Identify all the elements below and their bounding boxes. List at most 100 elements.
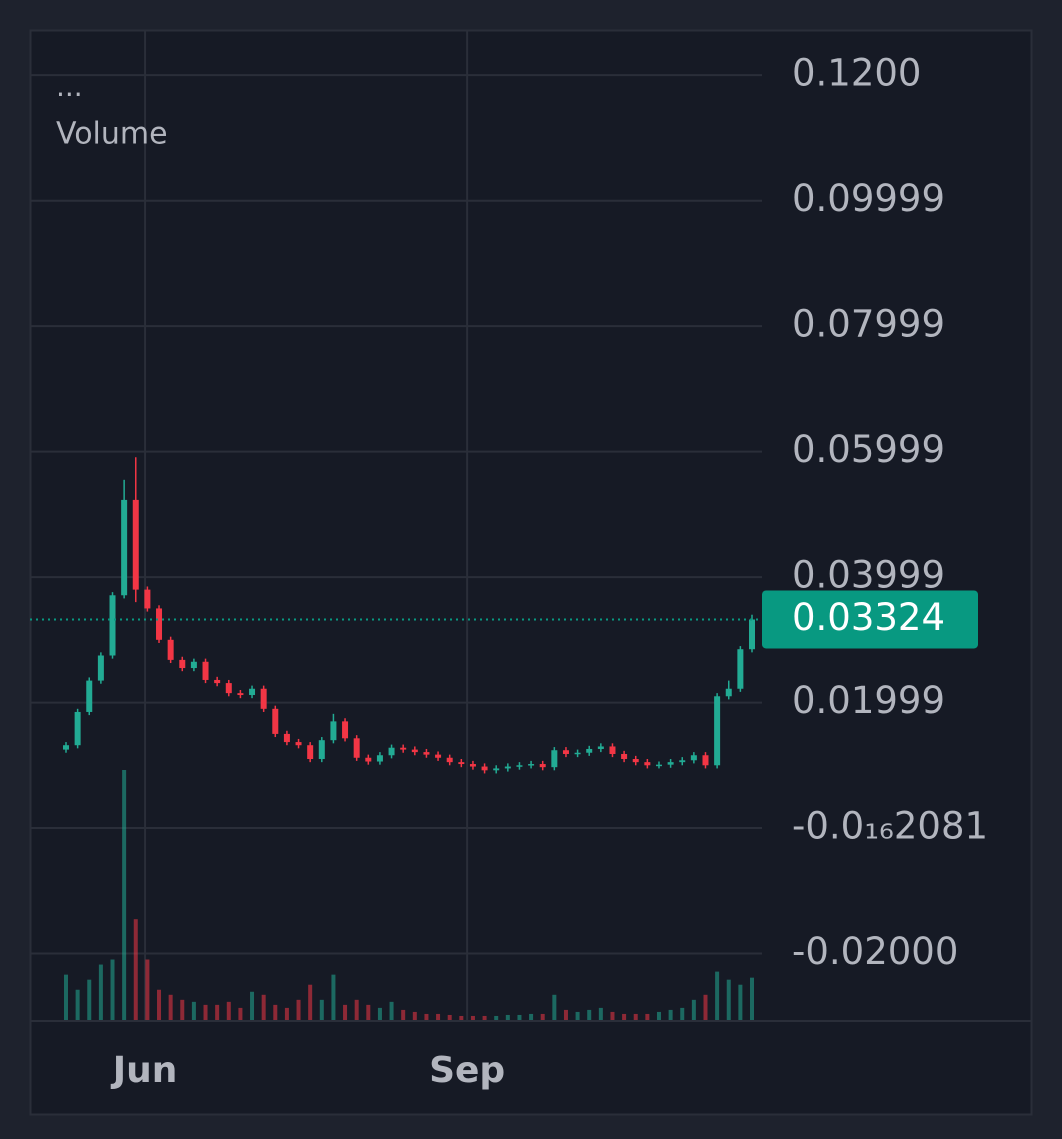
- volume-bar: [215, 1004, 220, 1020]
- y-tick-label: 0.01999: [792, 679, 945, 722]
- volume-bar: [412, 1011, 417, 1020]
- volume-bar: [157, 989, 162, 1020]
- volume-bar: [133, 919, 138, 1020]
- x-tick-label: Sep: [429, 1050, 505, 1091]
- volume-bar: [180, 999, 185, 1020]
- volume-bar: [459, 1015, 464, 1020]
- candle-body: [214, 679, 221, 684]
- candle-body: [504, 766, 511, 769]
- candle-body: [260, 688, 267, 709]
- candle-body: [621, 753, 628, 760]
- candle-body: [307, 745, 314, 760]
- candle-body: [516, 765, 523, 767]
- volume-bar: [563, 1009, 568, 1020]
- candle-body: [237, 693, 244, 696]
- volume-bar: [610, 1011, 615, 1020]
- volume-bar: [633, 1013, 638, 1020]
- legend-menu: ...: [56, 70, 83, 103]
- volume-bar: [424, 1013, 429, 1020]
- y-tick-label: 0.1200: [792, 52, 921, 95]
- volume-bar: [366, 1004, 371, 1020]
- candle-body: [97, 655, 104, 681]
- candle-body: [446, 757, 453, 763]
- candle-body: [714, 696, 721, 766]
- volume-bar: [110, 959, 115, 1020]
- candle-body: [400, 747, 407, 750]
- volume-bar: [354, 999, 359, 1020]
- volume-bar: [284, 1007, 289, 1020]
- volume-bar: [203, 1004, 208, 1020]
- volume-bar: [680, 1007, 685, 1020]
- last-price-box: [762, 590, 978, 649]
- y-tick-label: 0.07999: [792, 303, 945, 346]
- candle-body: [283, 733, 290, 743]
- volume-bar: [401, 1009, 406, 1020]
- candle-body: [353, 738, 360, 758]
- candle-body: [737, 649, 744, 689]
- volume-bar: [470, 1015, 475, 1020]
- candle-body: [725, 688, 732, 697]
- candle-body: [528, 764, 535, 766]
- candle-body: [86, 680, 93, 712]
- volume-bar: [75, 989, 80, 1020]
- x-tick-label: Jun: [110, 1050, 178, 1091]
- candle-body: [679, 760, 686, 763]
- volume-bar: [87, 979, 92, 1020]
- volume-bar: [122, 770, 127, 1020]
- volume-bar: [691, 999, 696, 1020]
- volume-bar: [552, 994, 557, 1020]
- candle-body: [225, 683, 232, 694]
- candle-body: [539, 764, 546, 768]
- candle-body: [179, 659, 186, 669]
- candle-body: [318, 740, 325, 760]
- candle-body: [156, 608, 163, 640]
- candle-body: [365, 757, 372, 762]
- volume-bar: [191, 1001, 196, 1020]
- volume-bar: [598, 1007, 603, 1020]
- volume-bar: [319, 999, 324, 1020]
- y-tick-label: -0.02000: [792, 930, 958, 973]
- volume-bar: [529, 1013, 534, 1020]
- volume-bar: [436, 1013, 441, 1020]
- volume-bar: [575, 1011, 580, 1020]
- volume-bar: [168, 994, 173, 1020]
- candle-body: [469, 764, 476, 767]
- candle-body: [74, 711, 81, 746]
- candle-body: [388, 747, 395, 756]
- candle-body: [481, 766, 488, 771]
- candle-body: [342, 721, 349, 739]
- candle-body: [702, 755, 709, 766]
- candle-body: [667, 762, 674, 765]
- volume-bar: [273, 1004, 278, 1020]
- candle-body: [272, 708, 279, 734]
- volume-bar: [447, 1014, 452, 1020]
- chart-frame: [29, 29, 1033, 1116]
- volume-bar: [645, 1013, 650, 1020]
- volume-bar: [250, 991, 255, 1020]
- candle-body: [458, 762, 465, 765]
- volume-bar: [64, 974, 68, 1020]
- candle-body: [202, 661, 209, 680]
- volume-bar: [517, 1014, 522, 1020]
- volume-bar: [482, 1015, 487, 1020]
- volume-bar: [668, 1009, 673, 1020]
- candle-body: [109, 595, 116, 656]
- volume-bar: [145, 959, 150, 1020]
- volume-bar: [505, 1014, 510, 1020]
- volume-bar: [703, 994, 708, 1020]
- legend-label: Volume: [56, 117, 168, 152]
- volume-bar: [98, 964, 103, 1020]
- volume-bar: [715, 971, 720, 1020]
- candle-body: [121, 499, 128, 596]
- candle-body: [609, 746, 616, 754]
- candle-body: [551, 750, 558, 768]
- volume-bar: [296, 999, 301, 1020]
- candle-body: [295, 742, 302, 746]
- volume-bar: [622, 1013, 627, 1020]
- volume-bar: [343, 1004, 348, 1020]
- candle-body: [144, 589, 151, 609]
- candle-body: [423, 752, 430, 755]
- volume-bar: [377, 1007, 382, 1020]
- candle-body: [132, 499, 139, 590]
